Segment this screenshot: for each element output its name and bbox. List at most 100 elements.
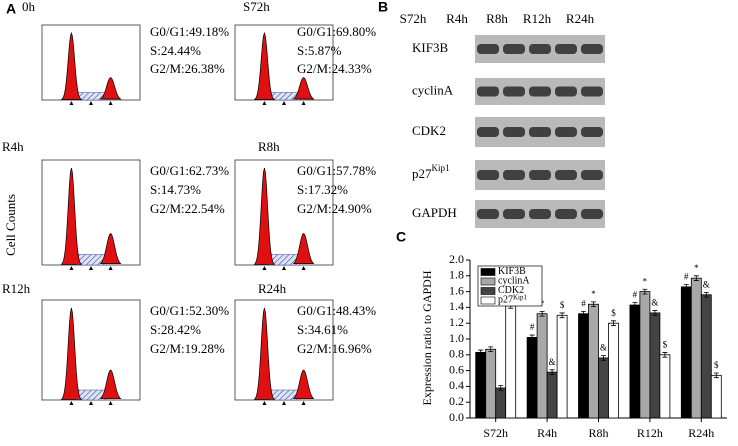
error-bar bbox=[601, 355, 606, 361]
blot-band bbox=[529, 44, 551, 54]
time-label: S72h bbox=[243, 0, 270, 14]
legend-label: p27Kip1 bbox=[498, 293, 528, 306]
blot-band bbox=[581, 127, 603, 137]
blot-band bbox=[503, 170, 525, 180]
gate-marker bbox=[69, 101, 74, 105]
y-tick-label: 0.0 bbox=[449, 410, 464, 424]
error-bar bbox=[559, 312, 565, 319]
g1-peak bbox=[253, 307, 276, 400]
time-label: 0h bbox=[22, 0, 36, 14]
row-label: cyclinA bbox=[412, 82, 454, 97]
blot-band bbox=[529, 127, 551, 137]
significance-marker: # bbox=[633, 290, 638, 300]
error-bar bbox=[591, 301, 596, 308]
error-bar bbox=[581, 310, 586, 317]
stat-text: G2/M:22.54% bbox=[150, 201, 225, 216]
bar bbox=[680, 286, 692, 419]
stat-text: G0/G1:52.30% bbox=[150, 303, 229, 318]
gate-marker bbox=[69, 401, 74, 405]
bar bbox=[505, 305, 517, 419]
bar bbox=[495, 387, 507, 419]
legend-name: cyclinA bbox=[498, 276, 530, 287]
error-bar bbox=[539, 310, 545, 317]
blot-band bbox=[477, 209, 499, 219]
error-bar bbox=[683, 284, 689, 290]
bar bbox=[578, 313, 589, 419]
y-tick-label: 0.4 bbox=[449, 378, 464, 392]
stat-text: G2/M:24.33% bbox=[297, 61, 372, 76]
g2-peak bbox=[292, 77, 315, 100]
histogram-frame bbox=[41, 24, 141, 101]
significance-marker: * bbox=[643, 276, 648, 286]
row-name: KIF3B bbox=[412, 40, 448, 55]
blot-band bbox=[529, 170, 551, 180]
blot-band bbox=[555, 209, 577, 219]
blot-band bbox=[555, 86, 577, 97]
y-tick-label: 1.2 bbox=[449, 315, 464, 329]
bar bbox=[598, 357, 609, 419]
y-tick-label: 0.2 bbox=[449, 394, 464, 408]
gate-marker bbox=[301, 401, 306, 405]
legend-swatch bbox=[480, 268, 496, 276]
y-tick-label: 0.6 bbox=[449, 362, 464, 376]
error-bar bbox=[549, 369, 555, 375]
time-label: R24h bbox=[258, 281, 287, 296]
bar bbox=[475, 352, 487, 419]
stat-text: G0/G1:49.18% bbox=[150, 24, 229, 39]
legend-swatch bbox=[480, 287, 496, 295]
blot-band bbox=[503, 86, 525, 97]
stat-text: G2/M:19.28% bbox=[150, 341, 225, 356]
stat-text: S:34.61% bbox=[297, 322, 348, 337]
g2-peak bbox=[99, 233, 122, 264]
y-axis-label: Expression ratio to GAPDH bbox=[420, 270, 434, 405]
error-bar bbox=[652, 310, 658, 316]
gate-marker bbox=[262, 101, 267, 105]
significance-marker: # bbox=[684, 272, 689, 282]
blot-band bbox=[477, 170, 499, 180]
stat-text: G2/M:24.90% bbox=[297, 201, 372, 216]
gate-marker bbox=[89, 101, 93, 105]
significance-marker: & bbox=[549, 357, 556, 367]
significance-marker: * bbox=[591, 289, 596, 299]
error-bar bbox=[642, 288, 648, 295]
blot-band bbox=[529, 209, 551, 219]
row-label: KIF3B bbox=[412, 40, 448, 55]
error-bar bbox=[611, 320, 616, 326]
time-label: R8h bbox=[258, 139, 280, 154]
legend-name: CDK2 bbox=[498, 285, 524, 296]
gate-marker bbox=[282, 101, 286, 105]
bar bbox=[526, 337, 538, 419]
blot-band bbox=[477, 86, 499, 97]
legend-label: KIF3B bbox=[498, 266, 526, 277]
bar bbox=[700, 294, 712, 419]
panel-label: A bbox=[6, 1, 16, 17]
bar bbox=[639, 291, 651, 419]
bar bbox=[649, 312, 661, 419]
bar bbox=[710, 374, 722, 419]
panel-label: C bbox=[396, 229, 406, 245]
bar bbox=[485, 348, 497, 419]
row-name: GAPDH bbox=[412, 205, 457, 220]
g1-peak bbox=[60, 167, 83, 265]
x-tick-label: R24h bbox=[688, 426, 714, 440]
stat-text: G0/G1:62.73% bbox=[150, 163, 229, 178]
row-name: CDK2 bbox=[412, 123, 446, 138]
x-tick-label: R4h bbox=[537, 426, 557, 440]
time-label: R4h bbox=[2, 139, 24, 154]
gate-marker bbox=[301, 266, 306, 270]
y-tick-label: 1.0 bbox=[449, 331, 464, 345]
row-label: GAPDH bbox=[412, 205, 457, 220]
error-bar bbox=[662, 352, 668, 358]
stat-text: S:17.32% bbox=[297, 182, 348, 197]
gate-marker bbox=[108, 401, 113, 405]
row-name: p27 bbox=[412, 166, 432, 181]
gate-marker bbox=[89, 401, 93, 405]
significance-marker: $ bbox=[611, 308, 616, 318]
stat-text: G2/M:16.96% bbox=[297, 341, 372, 356]
x-tick-label: R12h bbox=[637, 426, 663, 440]
blot-band bbox=[503, 44, 525, 54]
stat-text: G2/M:26.38% bbox=[150, 61, 225, 76]
significance-marker: * bbox=[694, 263, 699, 273]
stat-text: G0/G1:48.43% bbox=[297, 303, 376, 318]
